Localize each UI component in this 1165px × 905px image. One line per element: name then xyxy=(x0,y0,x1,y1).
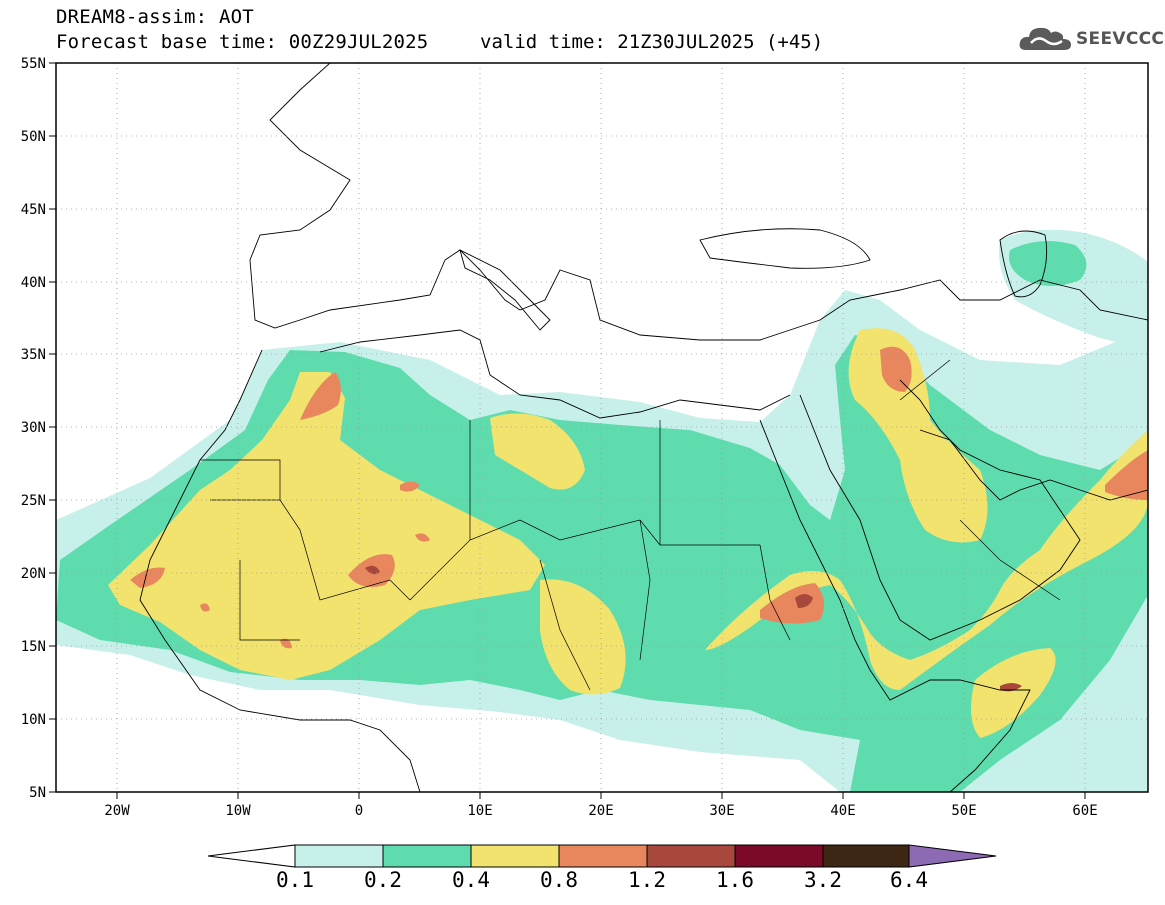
valid-time: valid time: 21Z30JUL2025 (+45) xyxy=(480,31,824,53)
aot-band-0.4 xyxy=(490,413,585,490)
colorbar-segment xyxy=(734,844,824,868)
colorbar-label: 6.4 xyxy=(890,868,928,892)
latitude-labels: 55N 50N 45N 40N 35N 30N 25N 20N 15N 10N … xyxy=(21,56,46,801)
colorbar-lower-arrow xyxy=(207,844,296,868)
lon-label: 0 xyxy=(355,803,363,819)
axis-ticks xyxy=(49,62,1086,799)
colorbar-segment xyxy=(382,844,472,868)
lat-label: 15N xyxy=(21,639,46,655)
coastline-red-sea xyxy=(759,419,1031,792)
aot-band-0.4 xyxy=(971,648,1056,738)
lat-label: 40N xyxy=(21,275,46,291)
colorbar-segment xyxy=(470,844,560,868)
aot-band-0.4 xyxy=(848,328,988,543)
border-lines xyxy=(200,359,1061,691)
colorbar-label: 0.2 xyxy=(364,868,402,892)
lat-label: 5N xyxy=(29,785,46,801)
colorbar xyxy=(207,844,997,868)
colorbar-segment xyxy=(294,844,384,868)
colorbar-upper-arrow xyxy=(908,844,997,868)
lat-label: 25N xyxy=(21,493,46,509)
forecast-base-time: Forecast base time: 00Z29JUL2025 xyxy=(56,31,429,53)
logo-text: SEEVCCC xyxy=(1076,29,1165,49)
colorbar-segment xyxy=(646,844,736,868)
lat-label: 20N xyxy=(21,566,46,582)
lon-label: 50E xyxy=(951,803,976,819)
aot-band-0.4 xyxy=(705,430,1148,690)
colorbar-label: 1.2 xyxy=(628,868,666,892)
lon-label: 10E xyxy=(467,803,492,819)
coastline-europe xyxy=(56,63,1148,341)
lon-label: 40E xyxy=(830,803,855,819)
lon-label: 10W xyxy=(225,803,251,819)
aot-band-0.8 xyxy=(1105,450,1148,500)
coastline-black-sea xyxy=(699,228,871,269)
colorbar-segment xyxy=(822,844,910,868)
coastline-africa xyxy=(139,349,421,792)
lat-label: 10N xyxy=(21,712,46,728)
lat-label: 55N xyxy=(21,56,46,72)
aot-band-0.8 xyxy=(300,372,341,420)
coastline-north-africa xyxy=(319,329,791,419)
aot-band-0.4 xyxy=(108,372,545,680)
colorbar-label: 0.4 xyxy=(452,868,490,892)
lat-label: 30N xyxy=(21,420,46,436)
lon-label: 60E xyxy=(1072,803,1097,819)
colorbar-segment xyxy=(558,844,648,868)
longitude-labels: 20W 10W 0 10E 20E 30E 40E 50E 60E xyxy=(104,803,1097,819)
coastline-arabia xyxy=(799,379,1081,641)
aot-band-0.2 xyxy=(1009,241,1087,286)
coastline-caspian xyxy=(999,230,1048,298)
colorbar-label: 3.2 xyxy=(804,868,842,892)
cloud-icon xyxy=(1019,27,1071,50)
coastlines xyxy=(56,63,1148,792)
lon-label: 20E xyxy=(588,803,613,819)
seevccc-logo: SEEVCCC xyxy=(1018,22,1164,56)
coastline-persian-gulf xyxy=(919,429,1148,501)
lat-label: 45N xyxy=(21,202,46,218)
colorbar-label: 1.6 xyxy=(716,868,754,892)
lat-label: 35N xyxy=(21,347,46,363)
lat-label: 50N xyxy=(21,129,46,145)
lon-label: 30E xyxy=(709,803,734,819)
map-title: DREAM8-assim: AOT xyxy=(56,6,254,28)
colorbar-label: 0.8 xyxy=(540,868,578,892)
aot-band-0.8 xyxy=(760,583,824,624)
aot-band-0.4 xyxy=(540,579,626,695)
aot-band-0.8 xyxy=(880,346,912,392)
graticule xyxy=(56,63,1148,792)
colorbar-label: 0.1 xyxy=(276,868,314,892)
coastline-italy xyxy=(459,249,551,331)
lon-label: 20W xyxy=(104,803,130,819)
